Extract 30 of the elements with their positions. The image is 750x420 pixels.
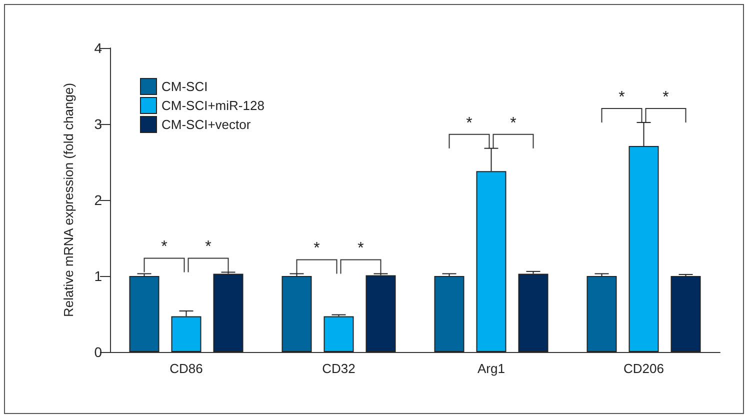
bar <box>586 276 617 352</box>
annotation: * <box>510 114 516 132</box>
legend-label: CM-SCI <box>162 79 208 94</box>
y-axis-title: Relative mRNA expression (fold change) <box>61 82 76 318</box>
x-tick-label: CD86 <box>170 361 203 376</box>
y-tick-label: 0 <box>94 344 102 360</box>
annotation: * <box>161 238 168 256</box>
x-tick-label: Arg1 <box>478 361 505 376</box>
y-tick-label: 4 <box>94 40 102 56</box>
annotation: * <box>618 88 625 106</box>
annotation: * <box>205 238 212 256</box>
y-tick-label: 1 <box>94 268 102 284</box>
bar <box>129 276 160 352</box>
y-tick-label: 2 <box>94 192 102 208</box>
legend-label: CM-SCI+miR-128 <box>162 98 264 113</box>
bar <box>282 276 312 352</box>
annotation: * <box>662 88 669 106</box>
bar <box>213 274 244 352</box>
annotation: * <box>358 240 364 258</box>
annotation: * <box>314 240 320 258</box>
x-tick-label: CD32 <box>322 361 356 376</box>
legend-label: CM-SCI+vector <box>162 117 252 132</box>
bar <box>366 275 396 352</box>
bar <box>518 274 548 352</box>
y-tick-label: 3 <box>94 116 102 132</box>
x-tick-label: CD206 <box>624 361 664 376</box>
bar <box>670 276 701 352</box>
bar <box>324 316 354 352</box>
bar <box>434 276 464 352</box>
annotation: * <box>466 114 472 132</box>
